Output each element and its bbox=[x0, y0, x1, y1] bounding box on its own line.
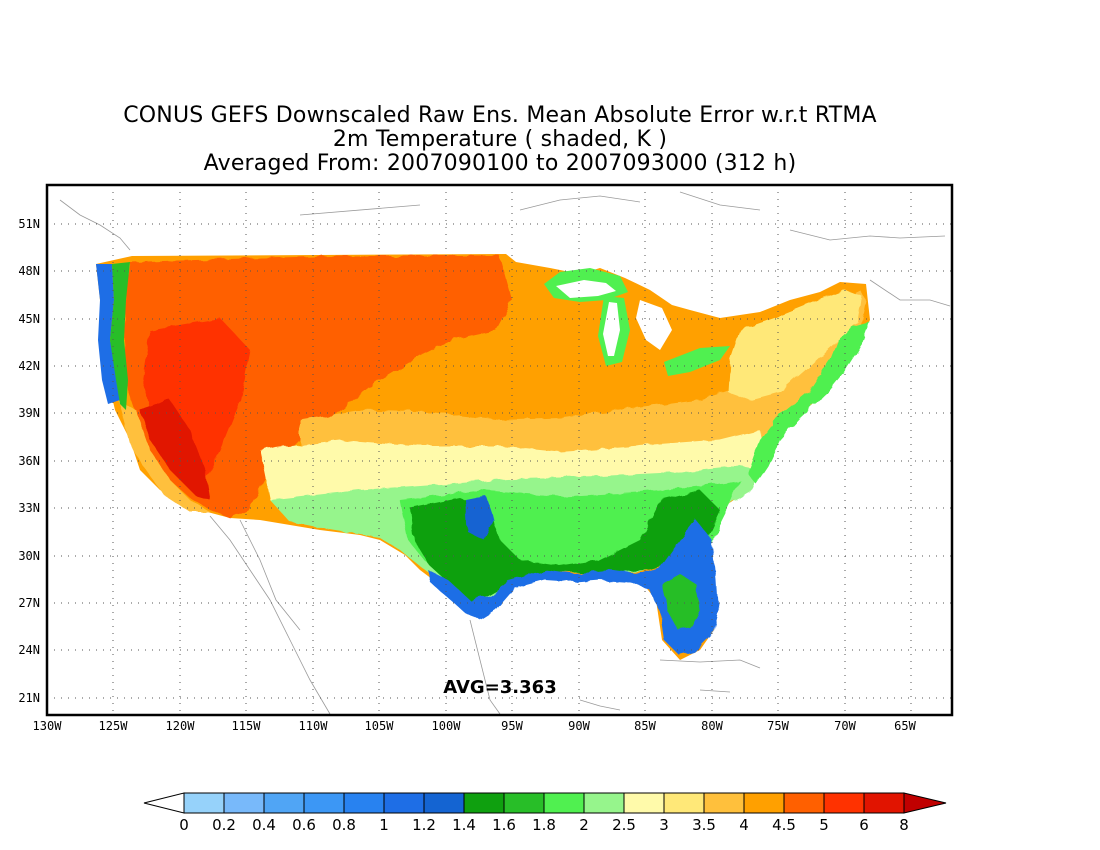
colorbar-box bbox=[863, 792, 905, 814]
colorbar-box bbox=[663, 792, 705, 814]
colorbar-under-arrow bbox=[143, 792, 185, 814]
colorbar-label: 1.2 bbox=[412, 816, 436, 834]
colorbar-box bbox=[263, 792, 305, 814]
lon-tick-label: 65W bbox=[894, 719, 916, 733]
lat-tick-label: 36N bbox=[18, 454, 40, 468]
colorbar-box bbox=[783, 792, 825, 814]
colorbar-label: 2.5 bbox=[612, 816, 636, 834]
colorbar bbox=[143, 792, 947, 814]
zone-texas-blue-patch bbox=[466, 496, 494, 540]
lon-tick-label: 120W bbox=[166, 719, 196, 733]
colorbar-label: 1.8 bbox=[532, 816, 556, 834]
colorbar-box bbox=[623, 792, 665, 814]
colorbar-label: 0.2 bbox=[212, 816, 236, 834]
lake-michigan-water bbox=[603, 302, 620, 356]
colorbar-box bbox=[703, 792, 745, 814]
lon-tick-label: 70W bbox=[834, 719, 856, 733]
colorbar-label: 0.8 bbox=[332, 816, 356, 834]
colorbar-box bbox=[583, 792, 625, 814]
lat-tick-label: 42N bbox=[18, 359, 40, 373]
map-frame bbox=[45, 183, 954, 717]
zone-ca-coast-moderate bbox=[118, 400, 210, 512]
colorbar-label: 3.5 bbox=[692, 816, 716, 834]
lon-tick-label: 80W bbox=[701, 719, 723, 733]
colorbar-label: 1.4 bbox=[452, 816, 476, 834]
colorbar-box bbox=[223, 792, 265, 814]
colorbar-label: 2 bbox=[579, 816, 589, 834]
colorbar-label: 0 bbox=[179, 816, 189, 834]
colorbar-label: 4 bbox=[739, 816, 749, 834]
lat-tick-label: 51N bbox=[18, 217, 40, 231]
colorbar-box bbox=[383, 792, 425, 814]
colorbar-labels: 0 0.2 0.4 0.6 0.8 1 1.2 1.4 1.6 1.8 2 2.5 3 3.5 4 4.5 5 6… bbox=[179, 816, 909, 834]
lon-tick-label: 85W bbox=[634, 719, 656, 733]
zone-gulf-coast-low-error bbox=[428, 520, 718, 656]
lon-tick-label: 125W bbox=[99, 719, 129, 733]
colorbar-label: 5 bbox=[819, 816, 829, 834]
colorbar-box bbox=[183, 792, 225, 814]
zone-florida-interior bbox=[662, 574, 700, 630]
zone-northeast-moderate bbox=[728, 290, 862, 400]
colorbar-label: 1.6 bbox=[492, 816, 516, 834]
colorbar-label: 3 bbox=[659, 816, 669, 834]
colorbar-label: 6 bbox=[859, 816, 869, 834]
colorbar-box bbox=[503, 792, 545, 814]
lon-tick-label: 110W bbox=[299, 719, 329, 733]
colorbar-box bbox=[303, 792, 345, 814]
average-annotation: AVG=3.363 bbox=[443, 677, 556, 698]
lat-tick-label: 33N bbox=[18, 501, 40, 515]
zone-central-moderate bbox=[300, 290, 866, 476]
colorbar-box bbox=[423, 792, 465, 814]
lon-tick-label: 95W bbox=[501, 719, 523, 733]
graticule bbox=[47, 185, 952, 715]
map-title-line-2: 2m Temperature ( shaded, K ) bbox=[332, 127, 668, 152]
lat-tick-label: 21N bbox=[18, 691, 40, 705]
coastline-outlines bbox=[59, 191, 951, 715]
colorbar-box bbox=[543, 792, 585, 814]
lat-tick-label: 24N bbox=[18, 643, 40, 657]
lon-tick-label: 100W bbox=[432, 719, 462, 733]
lat-tick-label: 27N bbox=[18, 596, 40, 610]
lon-tick-label: 130W bbox=[33, 719, 63, 733]
canada-outline bbox=[59, 191, 951, 307]
colorbar-label: 0.6 bbox=[292, 816, 316, 834]
lat-tick-label: 48N bbox=[18, 264, 40, 278]
lake-superior-water bbox=[556, 280, 616, 298]
zone-pacific-coast-blue bbox=[96, 264, 120, 404]
map-title-line-3: Averaged From: 2007090100 to 2007093000 … bbox=[203, 151, 797, 176]
colorbar-box bbox=[823, 792, 865, 814]
caribbean-outline bbox=[579, 659, 761, 711]
lon-tick-labels: 130W 125W 120W 115W 110W 105W 100W 95W 9… bbox=[33, 719, 917, 733]
lat-tick-label: 39N bbox=[18, 406, 40, 420]
lon-tick-label: 115W bbox=[232, 719, 262, 733]
zone-atlantic-coast-green bbox=[748, 322, 870, 484]
colorbar-label: 4.5 bbox=[772, 816, 796, 834]
colorbar-box bbox=[463, 792, 505, 814]
colorbar-label: 0.4 bbox=[252, 816, 276, 834]
lon-tick-label: 105W bbox=[365, 719, 395, 733]
lat-tick-label: 30N bbox=[18, 549, 40, 563]
map-title-line-1: CONUS GEFS Downscaled Raw Ens. Mean Abso… bbox=[123, 103, 877, 128]
mexico-outline bbox=[209, 515, 501, 715]
zone-pacific-coast-green bbox=[110, 262, 130, 410]
lat-tick-labels: 51N 48N 45N 42N 39N 36N 33N 30N 27N 24N … bbox=[18, 217, 40, 705]
colorbar-box bbox=[743, 792, 785, 814]
zone-sierra-peak bbox=[140, 400, 210, 500]
lon-tick-label: 75W bbox=[767, 719, 789, 733]
colorbar-box bbox=[343, 792, 385, 814]
colorbar-label: 8 bbox=[899, 816, 909, 834]
shaded-field bbox=[96, 254, 870, 660]
lat-tick-label: 45N bbox=[18, 312, 40, 326]
lon-tick-label: 90W bbox=[568, 719, 590, 733]
colorbar-label: 1 bbox=[379, 816, 389, 834]
lake-huron bbox=[636, 300, 672, 350]
colorbar-over-arrow bbox=[903, 792, 947, 814]
